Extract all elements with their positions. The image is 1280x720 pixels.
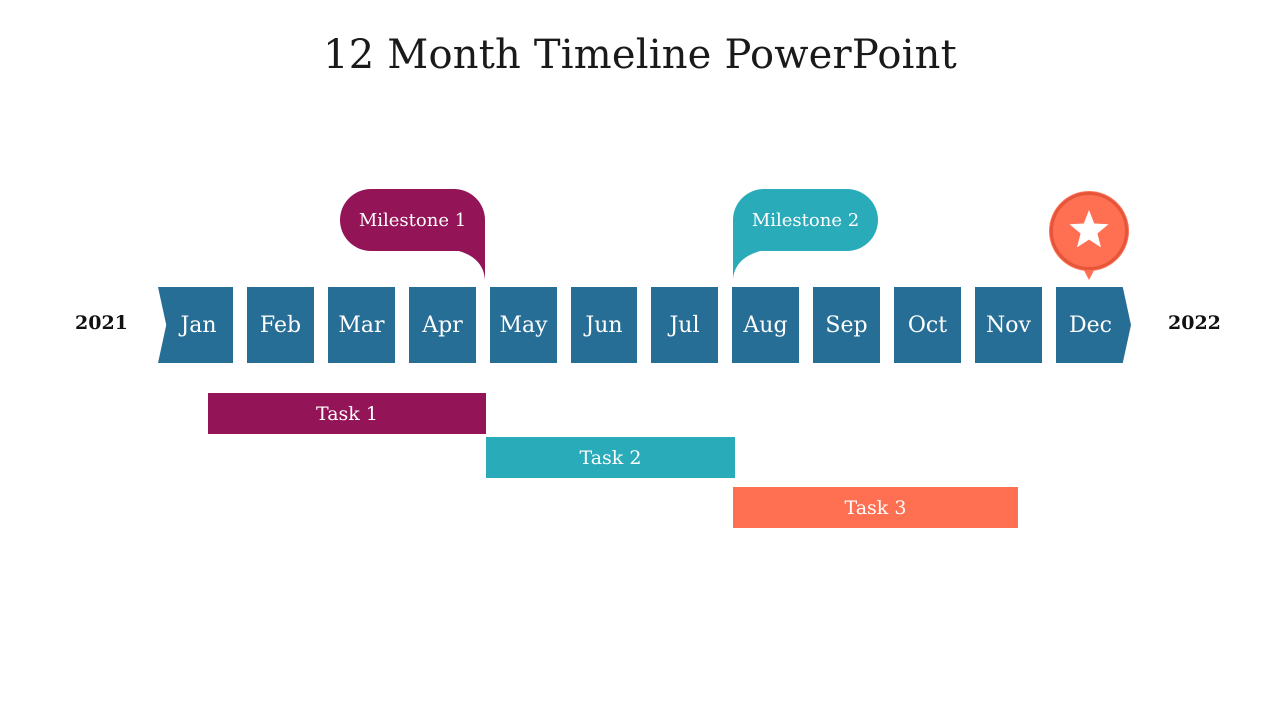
month-label: Dec (1069, 312, 1112, 338)
month-label: May (499, 312, 548, 338)
month-label: Jan (180, 312, 217, 338)
year-start-label: 2021 (75, 312, 128, 334)
milestone-1-pointer (455, 250, 485, 280)
month-label: Jul (669, 312, 700, 338)
month-label: Sep (825, 312, 868, 338)
month-dec: Dec (1056, 287, 1131, 363)
month-jun: Jun (571, 287, 637, 363)
milestone-2-callout: Milestone 2 (733, 189, 878, 251)
month-label: Feb (259, 312, 302, 338)
milestone-1-callout: Milestone 1 (340, 189, 485, 251)
month-may: May (490, 287, 557, 363)
month-jan: Jan (158, 287, 233, 363)
month-label: Mar (338, 312, 385, 338)
task-1-bar: Task 1 (208, 393, 486, 434)
month-label: Apr (422, 312, 463, 338)
month-label: Aug (743, 312, 788, 338)
year-end-label: 2022 (1168, 312, 1221, 334)
month-label: Oct (907, 312, 948, 338)
month-jul: Jul (651, 287, 718, 363)
task-2-bar: Task 2 (486, 437, 735, 478)
star-icon (1049, 191, 1129, 280)
page-title: 12 Month Timeline PowerPoint (323, 32, 957, 78)
month-label: Nov (986, 312, 1031, 338)
month-feb: Feb (247, 287, 314, 363)
month-aug: Aug (732, 287, 799, 363)
month-nov: Nov (975, 287, 1042, 363)
month-sep: Sep (813, 287, 880, 363)
month-oct: Oct (894, 287, 961, 363)
month-apr: Apr (409, 287, 476, 363)
milestone-2-pointer (733, 250, 765, 280)
month-mar: Mar (328, 287, 395, 363)
month-label: Jun (585, 312, 623, 338)
task-3-bar: Task 3 (733, 487, 1018, 528)
